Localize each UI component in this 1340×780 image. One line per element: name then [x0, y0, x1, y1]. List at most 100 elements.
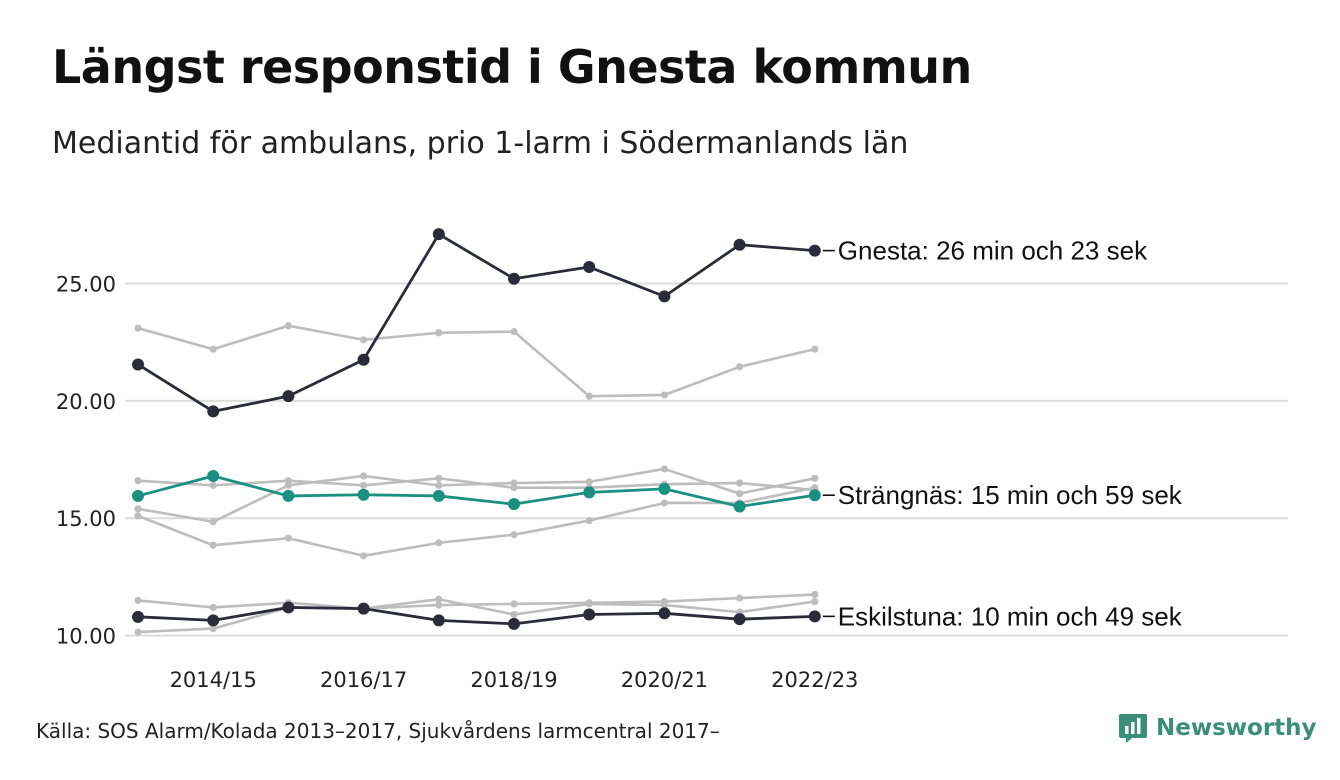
series-line [136, 467, 817, 524]
data-point [134, 596, 142, 604]
series-line [136, 232, 817, 413]
data-point [660, 499, 669, 507]
series-line [136, 606, 817, 626]
highlighted-series-line [132, 228, 821, 418]
data-point [207, 469, 220, 482]
data-point [209, 624, 217, 633]
data-point [808, 244, 821, 257]
series-labels: Gnesta: 26 min och 23 sek Strängnäs: 15 m… [822, 236, 1183, 631]
data-point [432, 489, 445, 502]
data-point [357, 353, 370, 366]
y-tick-label: 20.00 [56, 390, 116, 414]
y-tick-label: 10.00 [56, 625, 116, 649]
series-label: Eskilstuna: 10 min och 49 sek [838, 601, 1183, 631]
x-axis-ticks: 2014/15 2016/17 2018/19 2020/21 2022/23 [170, 668, 859, 692]
y-axis-ticks: 10.00 15.00 20.00 25.00 [56, 272, 116, 648]
data-point [435, 595, 443, 603]
data-point [583, 261, 596, 274]
background-series-line [134, 465, 819, 526]
data-point [432, 614, 445, 627]
data-point [510, 610, 518, 619]
background-series [134, 322, 819, 636]
data-point [811, 590, 819, 599]
data-point [435, 601, 443, 609]
data-point [435, 329, 443, 337]
data-point [282, 489, 295, 502]
data-point [207, 405, 220, 418]
data-point [209, 518, 217, 526]
data-point [360, 481, 368, 489]
data-point [510, 600, 518, 608]
data-point [282, 601, 295, 614]
data-point [658, 607, 671, 620]
newsworthy-logo-icon [1119, 714, 1147, 743]
data-point [733, 238, 746, 251]
data-point [209, 481, 217, 489]
data-point [284, 481, 292, 489]
data-point [658, 290, 671, 303]
data-point [660, 465, 669, 473]
data-point [736, 594, 744, 602]
data-point [435, 539, 443, 547]
data-point [508, 272, 520, 285]
chart-subtitle: Mediantid för ambulans, prio 1-larm i Sö… [52, 126, 909, 161]
data-point [435, 474, 443, 482]
data-point [284, 534, 292, 542]
newsworthy-brand[interactable]: Newsworthy [1118, 712, 1317, 744]
data-point [132, 610, 144, 623]
data-point [209, 541, 217, 549]
x-tick-label: 2020/21 [621, 668, 708, 692]
data-point [134, 477, 142, 485]
data-point [360, 336, 368, 344]
data-point [585, 478, 593, 486]
data-point [660, 391, 669, 399]
data-point [134, 324, 142, 332]
data-point [432, 228, 445, 241]
series-line [136, 593, 817, 634]
data-point [811, 597, 819, 606]
data-point [736, 489, 744, 498]
data-point [510, 479, 518, 487]
data-point [508, 498, 520, 511]
source-note: Källa: SOS Alarm/Kolada 2013–2017, Sjukv… [36, 719, 720, 743]
data-point [510, 531, 518, 539]
data-point [209, 603, 217, 612]
x-tick-label: 2018/19 [470, 668, 557, 692]
series-line [136, 597, 817, 616]
data-point [811, 474, 819, 482]
x-tick-label: 2022/23 [771, 668, 858, 692]
highlighted-series-line [132, 601, 821, 630]
y-tick-label: 15.00 [56, 507, 116, 531]
data-point [134, 628, 142, 636]
background-series-line [134, 322, 819, 400]
data-point [134, 512, 142, 520]
data-point [660, 597, 669, 606]
data-point [508, 617, 520, 630]
data-point [585, 516, 593, 525]
series-line [136, 486, 817, 558]
grid-lines [125, 282, 1288, 637]
data-point [132, 489, 144, 502]
data-point [209, 345, 217, 353]
data-point [808, 610, 821, 623]
brand-name: Newsworthy [1156, 715, 1317, 741]
data-point [736, 479, 744, 487]
data-point [733, 613, 746, 626]
highlighted-series-line [132, 469, 821, 513]
data-point [583, 486, 596, 499]
series-line [136, 474, 817, 508]
series-label: Gnesta: 26 min och 23 sek [838, 236, 1148, 266]
background-series-line [134, 484, 819, 560]
data-point [808, 489, 821, 502]
data-point [132, 358, 144, 371]
data-point [360, 552, 368, 560]
data-point [585, 392, 593, 400]
data-point [585, 599, 593, 607]
data-point [357, 602, 370, 615]
data-point [435, 481, 443, 489]
data-point [658, 482, 671, 495]
data-point [510, 327, 518, 336]
data-point [811, 345, 819, 353]
highlighted-series [132, 228, 821, 630]
data-point [207, 614, 220, 627]
